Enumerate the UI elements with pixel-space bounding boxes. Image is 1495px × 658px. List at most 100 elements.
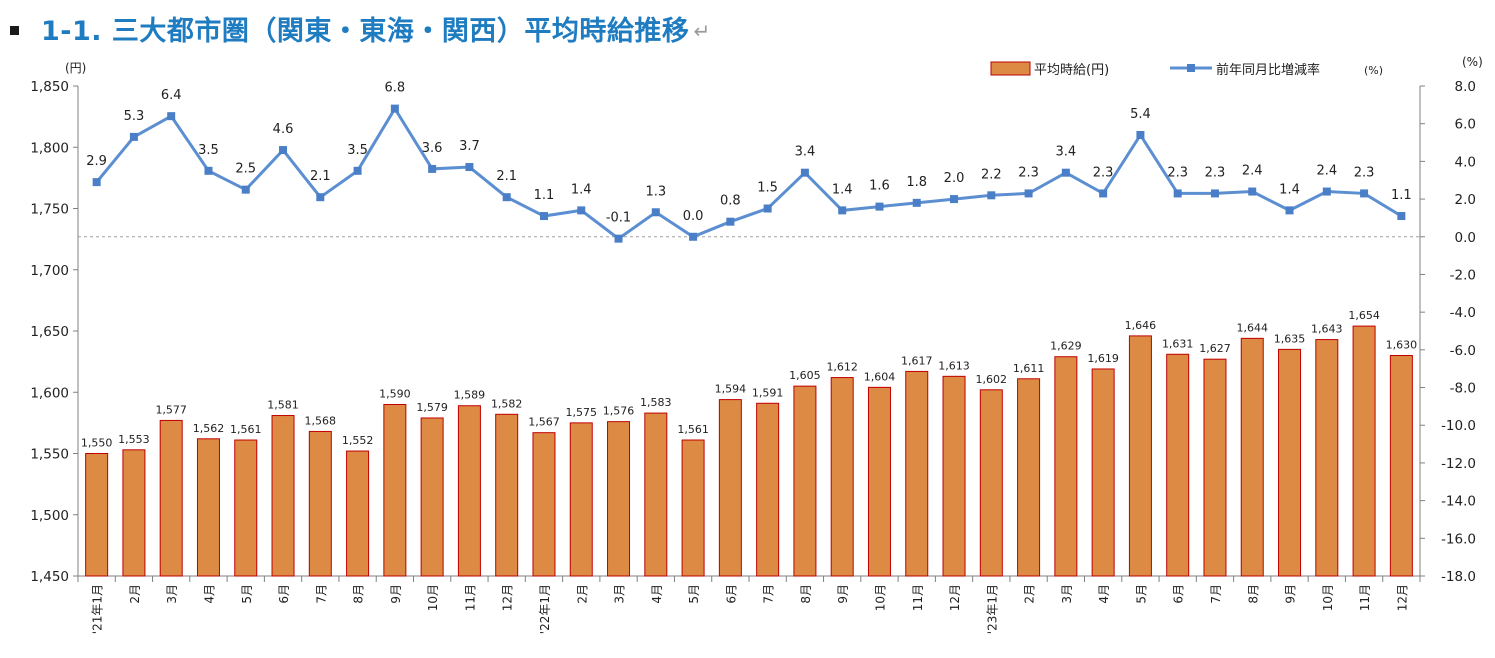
growth-rate-data-label: 1.5: [757, 181, 778, 196]
growth-rate-point: [950, 195, 959, 204]
growth-rate-data-label: 1.4: [1279, 182, 1300, 197]
x-axis-tick-label: 9月: [1284, 584, 1298, 604]
bar: [495, 413, 519, 577]
bar: [234, 439, 258, 577]
growth-rate-point: [428, 164, 437, 173]
left-axis-tick-label: 1,450: [30, 569, 69, 585]
growth-rate-data-label: 1.3: [645, 184, 666, 199]
x-axis-tick-label: 3月: [165, 584, 179, 604]
bar: [196, 438, 220, 577]
bar-data-label: 1,576: [603, 405, 635, 418]
bar-data-label: 1,643: [1311, 323, 1343, 336]
x-axis-tick-label: 8月: [799, 584, 813, 604]
bar: [1054, 356, 1078, 577]
growth-rate-data-label: 2.3: [1205, 165, 1226, 180]
bar: [681, 439, 705, 577]
growth-rate-data-label: 1.8: [906, 175, 927, 190]
growth-rate-point: [1173, 189, 1182, 198]
legend-line-label: 前年同月比増減率: [1216, 62, 1320, 78]
bar-data-label: 1,654: [1348, 309, 1380, 322]
bar-data-label: 1,629: [1050, 340, 1082, 353]
right-axis-tick-label: -12.0: [1441, 456, 1476, 472]
bar: [85, 453, 109, 577]
growth-rate-data-label: 2.4: [1316, 164, 1337, 179]
bar-data-label: 1,550: [81, 437, 113, 450]
x-axis-tick-label: 6月: [1172, 584, 1186, 604]
legend-line-unit: (%): [1364, 64, 1383, 77]
bar-data-label: 1,635: [1274, 332, 1306, 345]
growth-rate-data-label: 2.3: [1018, 165, 1039, 180]
growth-rate-point: [1024, 189, 1033, 198]
growth-rate-point: [204, 166, 213, 175]
bar: [830, 377, 854, 577]
bar: [1203, 358, 1227, 577]
right-axis-tick-label: -14.0: [1441, 494, 1476, 510]
growth-rate-line: [95, 105, 1403, 241]
x-axis-tick-label: 3月: [613, 584, 627, 604]
bar-data-label: 1,611: [1013, 362, 1045, 375]
right-axis-tick-label: 6.0: [1455, 117, 1476, 133]
bar-data-label: 1,605: [789, 369, 821, 382]
bar-data-label: 1,582: [491, 397, 523, 410]
bar: [756, 402, 780, 577]
bar-data-label: 1,568: [305, 414, 337, 427]
growth-rate-data-label: 1.4: [571, 182, 592, 197]
growth-rate-data-label: 4.6: [273, 122, 294, 137]
bar: [1352, 325, 1376, 577]
bar-data-label: 1,619: [1087, 352, 1119, 365]
bar: [942, 375, 966, 577]
right-axis-tick-label: -10.0: [1441, 418, 1476, 434]
x-axis-tick-label: 5月: [1134, 584, 1148, 604]
growth-rate-data-label: 0.0: [683, 209, 704, 224]
bar: [607, 421, 631, 577]
growth-rate-data-label: 2.5: [235, 162, 256, 177]
bar-data-label: 1,613: [938, 359, 970, 372]
x-axis-tick-label: 9月: [836, 584, 850, 604]
bar: [271, 415, 295, 577]
right-axis-tick-label: 0.0: [1455, 230, 1476, 246]
right-axis-tick-label: 2.0: [1455, 192, 1476, 208]
bar: [1389, 355, 1413, 577]
right-axis-tick-label: -2.0: [1450, 267, 1476, 283]
bar-data-label: 1,561: [677, 423, 709, 436]
growth-rate-point: [912, 198, 921, 207]
growth-rate-data-label: 3.5: [198, 143, 219, 158]
x-axis-tick-label: 12月: [501, 584, 515, 611]
right-axis-tick-label: 8.0: [1455, 79, 1476, 95]
growth-rate-point: [390, 104, 399, 113]
bar-data-label: 1,617: [901, 354, 933, 367]
growth-rate-point: [614, 234, 623, 243]
title-row: 1-1. 三大都市圏（関東・東海・関西）平均時給推移 ↵: [10, 6, 710, 50]
x-axis-tick-label: 12月: [948, 584, 962, 611]
bar-data-label: 1,591: [752, 386, 784, 399]
x-axis-tick-label: 4月: [202, 584, 216, 604]
bar: [1315, 339, 1339, 577]
x-axis-tick-label: 11月: [911, 584, 925, 611]
left-axis-tick-label: 1,750: [30, 202, 69, 218]
bar: [905, 370, 929, 577]
growth-rate-point: [651, 208, 660, 217]
growth-rate-data-label: 2.1: [496, 169, 517, 184]
left-axis-tick-label: 1,800: [30, 140, 69, 156]
bar: [718, 399, 742, 577]
growth-rate-point: [1248, 187, 1257, 196]
x-axis-tick-label: '22年1月: [538, 584, 552, 634]
left-axis-tick-label: 1,600: [30, 385, 69, 401]
x-axis-tick-label: 11月: [1358, 584, 1372, 611]
x-axis-tick-label: 10月: [426, 584, 440, 611]
bar-data-label: 1,646: [1125, 319, 1157, 332]
bar: [1240, 337, 1264, 577]
left-axis-tick-label: 1,850: [30, 79, 69, 95]
bar-data-label: 1,630: [1386, 339, 1418, 352]
growth-rate-point: [763, 204, 772, 213]
x-axis-tick-label: 8月: [352, 584, 366, 604]
x-axis-tick-label: 6月: [724, 584, 738, 604]
x-axis-tick-label: 4月: [650, 584, 664, 604]
bar: [793, 385, 817, 577]
bar-data-label: 1,589: [454, 389, 486, 402]
x-axis-tick-label: 9月: [389, 584, 403, 604]
bar-data-label: 1,575: [566, 406, 598, 419]
legend-bar-label: 平均時給(円): [1034, 63, 1109, 78]
growth-rate-data-label: 6.4: [161, 88, 182, 103]
x-axis-tick-label: 3月: [1060, 584, 1074, 604]
